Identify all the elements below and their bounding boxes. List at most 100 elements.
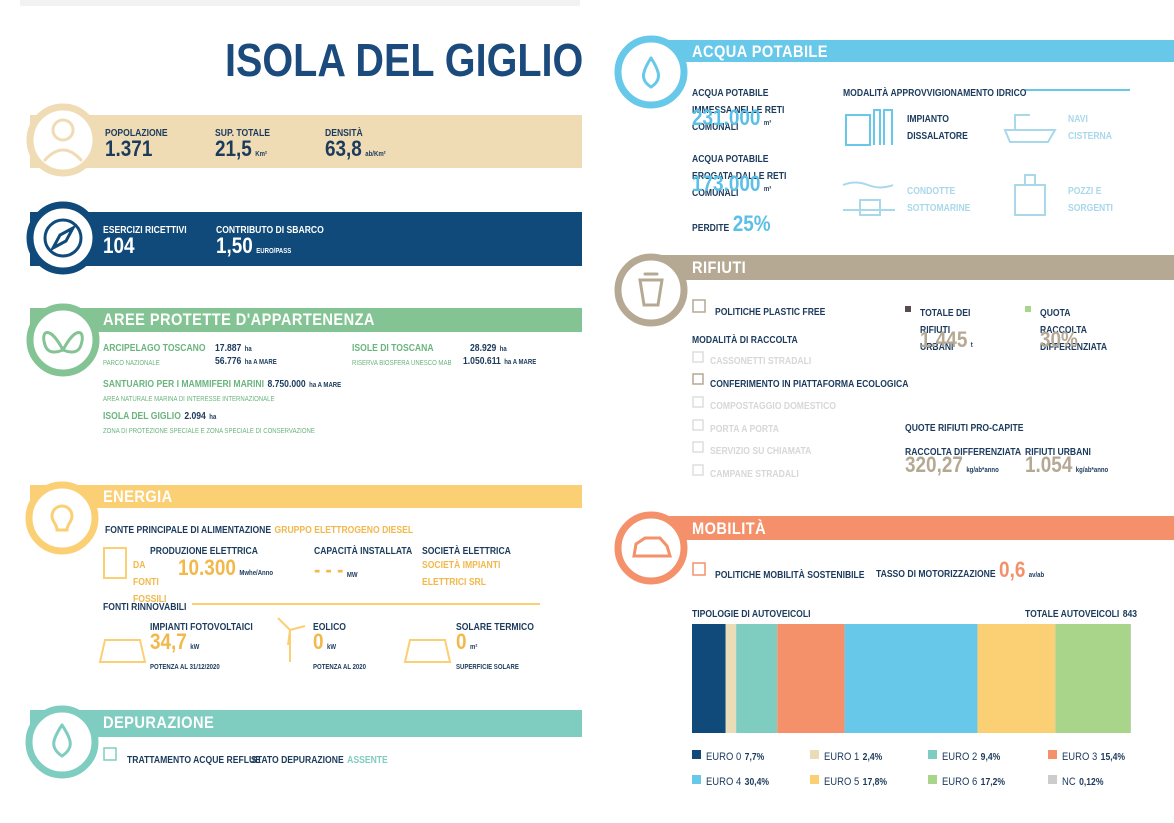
icon-person bbox=[43, 148, 83, 162]
text: ISOLE DI TOSCANA bbox=[352, 343, 434, 354]
text: kW bbox=[326, 644, 337, 651]
text: MOBILITÀ bbox=[692, 519, 767, 538]
text: COMPOSTAGGIO DOMESTICO bbox=[710, 401, 836, 413]
text-block: 10.300 Mwhe/Anno bbox=[178, 556, 277, 580]
text: SUP. TOTALE bbox=[215, 128, 270, 139]
icon-circle bbox=[25, 705, 99, 779]
text: DA FONTI FOSSILI bbox=[133, 560, 167, 605]
text: EURO 5 bbox=[824, 776, 860, 788]
text: AREE PROTETTE D'APPARTENENZA bbox=[103, 310, 375, 329]
text-block: ISOLE DI TOSCANA bbox=[352, 339, 437, 356]
legend-swatch bbox=[810, 775, 819, 784]
band bbox=[30, 308, 582, 332]
text: IMPIANTI FOTOVOLTAICI bbox=[150, 622, 253, 633]
icon-well bbox=[1014, 174, 1046, 216]
text-block: SOLARE TERMICO bbox=[456, 618, 537, 635]
text: EURO 3 bbox=[1062, 751, 1098, 763]
text: POTENZA AL 2020 bbox=[313, 664, 366, 671]
text-block: ACQUA POTABILE bbox=[692, 43, 831, 62]
text: GRUPPO ELETTROGENO DIESEL bbox=[274, 525, 414, 536]
text-block: ISOLA DEL GIGLIO bbox=[225, 36, 587, 84]
text-block: RISERVA BIOSFERA UNESCO MAB bbox=[352, 353, 455, 370]
checkbox bbox=[692, 351, 704, 363]
text: EURO 0 bbox=[706, 751, 742, 763]
text-block: EURO 1 2,4% bbox=[824, 748, 886, 765]
text: EURO 1 bbox=[824, 751, 860, 763]
icon-drop bbox=[52, 723, 72, 758]
text-block: 0 kW bbox=[313, 630, 339, 654]
text: av/ab bbox=[1028, 572, 1045, 579]
text: SOCIETÀ ELETTRICA bbox=[422, 546, 511, 557]
text: ZONA DI PROTEZIONE SPECIALE E ZONA SPECI… bbox=[103, 428, 315, 435]
checkbox bbox=[692, 441, 704, 453]
text-block: DENSITÀ bbox=[325, 124, 366, 141]
text: 30,4% bbox=[744, 777, 770, 788]
text-block: TRATTAMENTO ACQUE REFLUE bbox=[127, 751, 264, 768]
text: RISERVA BIOSFERA UNESCO MAB bbox=[352, 360, 452, 367]
icon-compass bbox=[49, 224, 77, 252]
text-block: IMPIANTO DISSALATORE bbox=[907, 110, 968, 144]
bar-segment bbox=[844, 624, 978, 733]
icon-butterfly bbox=[42, 331, 84, 354]
bar-segment bbox=[777, 624, 845, 733]
checkbox bbox=[692, 373, 704, 385]
text: ARCIPELAGO TOSCANO bbox=[103, 343, 206, 354]
text-block: 1.371 bbox=[105, 137, 156, 161]
text-block: 34,7 kW bbox=[150, 630, 203, 654]
text: 30% bbox=[1040, 327, 1078, 352]
text: kg/ab*anno bbox=[1075, 467, 1109, 474]
text: t bbox=[970, 342, 973, 349]
text: ASSENTE bbox=[347, 755, 388, 766]
text-block: AREA NATURALE MARINA DI INTERESSE INTERN… bbox=[103, 389, 278, 406]
icon-circle bbox=[614, 253, 688, 327]
text-block: RACCOLTA DIFFERENZIATA bbox=[905, 443, 1025, 460]
text: DEPURAZIONE bbox=[103, 713, 215, 732]
text: 56.776 bbox=[215, 356, 242, 367]
text-block: 0 m² bbox=[456, 630, 481, 654]
text-block: POTENZA AL 31/12/2020 bbox=[150, 657, 223, 674]
icon-bulb bbox=[50, 504, 74, 532]
text-block: 1.050.611 ha A MARE bbox=[463, 352, 540, 369]
text: ESERCIZI RICETTIVI bbox=[103, 225, 187, 236]
text: CAMPANE STRADALI bbox=[710, 469, 799, 480]
text: QUOTA RACCOLTA DIFFERENZIATA bbox=[1040, 308, 1108, 353]
text: m³ bbox=[763, 120, 772, 127]
text: EURO 6 bbox=[942, 776, 978, 788]
text: 25% bbox=[732, 211, 771, 236]
text: POZZI E SORGENTI bbox=[1068, 186, 1113, 214]
text-block: 1.054 kg/ab*anno bbox=[1025, 453, 1112, 477]
text: DENSITÀ bbox=[325, 128, 363, 139]
text: NC bbox=[1062, 776, 1076, 788]
text: ACQUA POTABILE EROGATA DALLE RETI COMUNA… bbox=[692, 154, 787, 199]
text: 1,50 bbox=[216, 233, 253, 258]
text: 320,27 bbox=[905, 452, 963, 477]
text-block: POZZI E SORGENTI bbox=[1068, 182, 1120, 216]
icon-person bbox=[51, 118, 75, 142]
text: PARCO NAZIONALE bbox=[103, 360, 160, 367]
text-block: 28.929 ha bbox=[470, 339, 510, 356]
text: ha A MARE bbox=[309, 382, 342, 389]
text-block: NAVI CISTERNA bbox=[1068, 110, 1120, 144]
text: EURO 4 bbox=[706, 776, 742, 788]
text: RIFIUTI bbox=[692, 258, 747, 277]
icon-wind bbox=[277, 617, 306, 662]
legend-swatch bbox=[1025, 306, 1031, 312]
text-block: PORTA A PORTA bbox=[710, 420, 782, 437]
text: 1.050.611 bbox=[463, 356, 501, 367]
legend-swatch bbox=[1048, 750, 1057, 759]
text-block: COMPOSTAGGIO DOMESTICO bbox=[710, 397, 839, 414]
text: 0 bbox=[313, 629, 324, 654]
text: NAVI CISTERNA bbox=[1068, 114, 1112, 142]
text-block: POTENZA AL 2020 bbox=[313, 657, 369, 674]
text-block: EURO 2 9,4% bbox=[942, 748, 1004, 765]
text: RACCOLTA DIFFERENZIATA bbox=[905, 447, 1022, 458]
band bbox=[30, 115, 582, 168]
text: - - - bbox=[314, 557, 344, 582]
text: POLITICHE MOBILITÀ SOSTENIBILE bbox=[715, 570, 865, 581]
text: Km² bbox=[255, 151, 267, 158]
text: QUOTE RIFIUTI PRO-CAPITE bbox=[905, 423, 1024, 434]
text-block: EOLICO bbox=[313, 618, 349, 635]
text-block: POLITICHE PLASTIC FREE bbox=[715, 303, 829, 320]
text: ha bbox=[209, 414, 217, 421]
text-block: STATO DEPURAZIONE ASSENTE bbox=[251, 751, 391, 768]
